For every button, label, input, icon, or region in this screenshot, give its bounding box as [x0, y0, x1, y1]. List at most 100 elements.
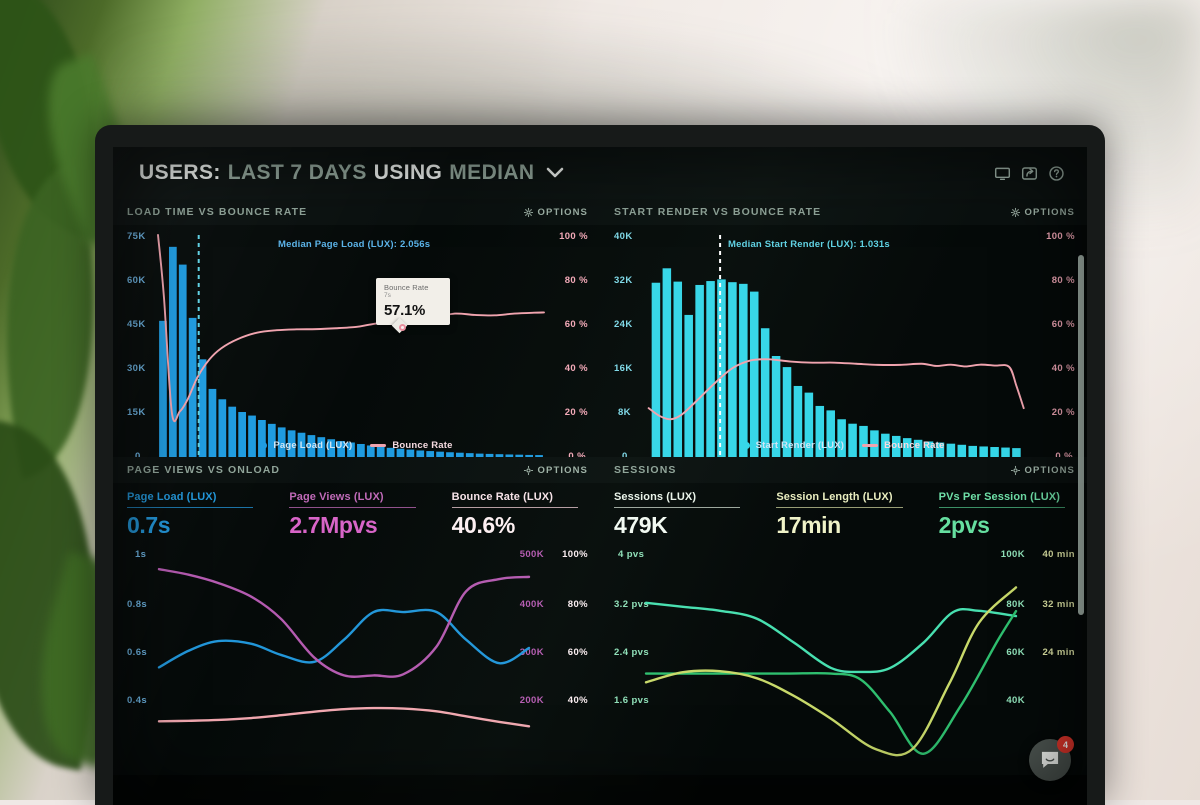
y3-tick-label: 60% [568, 647, 588, 658]
metric-value: 2pvs [939, 512, 1075, 539]
metric-card-session-length[interactable]: Session Length (LUX) 17min [762, 483, 924, 547]
y-tick-label: 2.4 pvs [614, 647, 649, 658]
legend-dot-icon [260, 442, 267, 449]
metric-value: 0.7s [127, 512, 263, 539]
scrollbar-thumb[interactable] [1078, 255, 1084, 615]
chat-widget-button[interactable]: 4 [1029, 739, 1071, 781]
y2-tick-label: 100 % [1046, 231, 1075, 242]
metric-card-bounce-rate[interactable]: Bounce Rate (LUX) 40.6% [438, 483, 600, 547]
y-tick-label: 75K [127, 231, 146, 242]
dashboard-header: USERS: LAST 7 DAYS USING MEDIAN [113, 147, 1087, 199]
legend-line-icon [862, 444, 878, 447]
metric-label: Bounce Rate (LUX) [452, 491, 588, 503]
y-tick-label: 30K [127, 363, 146, 374]
options-button[interactable]: OPTIONS [524, 207, 588, 218]
options-label: OPTIONS [1025, 465, 1075, 476]
panel-sessions: SESSIONS OPTIONS Sessions (LUX) 479K Ses… [600, 457, 1087, 775]
metric-label: Page Views (LUX) [289, 491, 425, 503]
y3-tick-label: 100% [562, 549, 588, 560]
chart-sessions: 4 pvs 3.2 pvs 2.4 pvs 1.6 pvs 100K 80K 6… [600, 547, 1087, 775]
y3-tick-label: 40 min [1043, 549, 1076, 560]
metric-divider [289, 507, 415, 508]
y2-tick-label: 40 % [565, 363, 588, 374]
y3-tick-label: 32 min [1043, 599, 1076, 610]
panel-load-time-vs-bounce-rate: LOAD TIME VS BOUNCE RATE OPTIONS 75K 60K… [113, 199, 600, 457]
metric-card-page-load[interactable]: Page Load (LUX) 0.7s [113, 483, 275, 547]
metric-label: Sessions (LUX) [614, 491, 750, 503]
y2-tick-label: 100 % [559, 231, 588, 242]
chat-bubble-icon [1039, 749, 1061, 771]
legend-item[interactable]: Bounce Rate [370, 440, 452, 451]
y-tick-label: 1.6 pvs [614, 695, 649, 706]
options-button[interactable]: OPTIONS [1011, 465, 1075, 476]
dashboard-app: USERS: LAST 7 DAYS USING MEDIAN LOAD TIM… [113, 147, 1087, 805]
y2-tick-label: 60 % [565, 319, 588, 330]
tooltip-value: 57.1% [384, 302, 443, 319]
legend-item[interactable]: Page Load (LUX) [260, 440, 352, 451]
metric-value: 479K [614, 512, 750, 539]
data-point-marker [399, 324, 406, 331]
panel-header: START RENDER VS BOUNCE RATE OPTIONS [600, 199, 1087, 225]
page-title-prefix: USERS: [139, 161, 221, 185]
monitor-icon[interactable] [994, 165, 1011, 182]
legend-label: Start Render (LUX) [756, 440, 845, 451]
metric-card-group: Page Load (LUX) 0.7s Page Views (LUX) 2.… [113, 483, 600, 547]
scrollbar-track[interactable] [1078, 199, 1085, 805]
y-tick-label: 15K [127, 407, 146, 418]
gear-icon [524, 466, 533, 475]
y-tick-label: 0.6s [127, 647, 147, 658]
y2-tick-label: 20 % [565, 407, 588, 418]
metric-label: PVs Per Session (LUX) [939, 491, 1075, 503]
legend-item[interactable]: Bounce Rate [862, 440, 944, 451]
tooltip-title: Bounce Rate [384, 283, 443, 292]
options-button[interactable]: OPTIONS [524, 465, 588, 476]
legend-label: Bounce Rate [392, 440, 452, 451]
y-tick-label: 1s [135, 549, 146, 560]
tooltip-subtitle: 7s [384, 292, 443, 300]
metric-divider [939, 507, 1065, 508]
tooltip: Bounce Rate 7s 57.1% [376, 278, 450, 325]
y-tick-label: 24K [614, 319, 633, 330]
page-title-range: LAST 7 DAYS [228, 161, 367, 185]
legend-item[interactable]: Start Render (LUX) [743, 440, 845, 451]
laptop-device: USERS: LAST 7 DAYS USING MEDIAN LOAD TIM… [95, 125, 1105, 805]
y-tick-label: 45K [127, 319, 146, 330]
y-tick-label: 0.8s [127, 599, 147, 610]
gear-icon [1011, 466, 1020, 475]
panel-header: SESSIONS OPTIONS [600, 457, 1087, 483]
y2-tick-label: 80 % [565, 275, 588, 286]
panel-title: LOAD TIME VS BOUNCE RATE [127, 206, 307, 218]
metric-card-pvs-per-session[interactable]: PVs Per Session (LUX) 2pvs [925, 483, 1087, 547]
metric-label: Session Length (LUX) [776, 491, 912, 503]
y-tick-label: 0.4s [127, 695, 147, 706]
median-annotation: Median Page Load (LUX): 2.056s [278, 239, 430, 250]
chat-badge: 4 [1057, 736, 1074, 753]
share-icon[interactable] [1021, 165, 1038, 182]
y2-tick-label: 60 % [1052, 319, 1075, 330]
metric-card-page-views[interactable]: Page Views (LUX) 2.7Mpvs [275, 483, 437, 547]
metric-divider [127, 507, 253, 508]
metric-card-group: Sessions (LUX) 479K Session Length (LUX)… [600, 483, 1087, 547]
page-title-using: USING [374, 161, 443, 185]
metric-label: Page Load (LUX) [127, 491, 263, 503]
page-title[interactable]: USERS: LAST 7 DAYS USING MEDIAN [139, 161, 564, 185]
y2-tick-label: 80 % [1052, 275, 1075, 286]
help-icon[interactable] [1048, 165, 1065, 182]
options-button[interactable]: OPTIONS [1011, 207, 1075, 218]
y-tick-label: 4 pvs [618, 549, 644, 560]
metric-value: 17min [776, 512, 912, 539]
metric-card-sessions[interactable]: Sessions (LUX) 479K [600, 483, 762, 547]
chart-legend: Start Render (LUX) Bounce Rate [600, 440, 1087, 451]
chart-plot-area [158, 235, 544, 457]
chevron-down-icon[interactable] [546, 167, 564, 179]
chart-plot-area [159, 547, 529, 749]
metric-divider [614, 507, 740, 508]
panel-header: LOAD TIME VS BOUNCE RATE OPTIONS [113, 199, 600, 225]
chart-plot-area [646, 547, 1016, 749]
y2-tick-label: 40 % [1052, 363, 1075, 374]
y-tick-label: 8K [618, 407, 631, 418]
panel-title: START RENDER VS BOUNCE RATE [614, 206, 821, 218]
median-annotation: Median Start Render (LUX): 1.031s [728, 239, 890, 250]
metric-divider [776, 507, 902, 508]
y3-tick-label: 80% [568, 599, 588, 610]
